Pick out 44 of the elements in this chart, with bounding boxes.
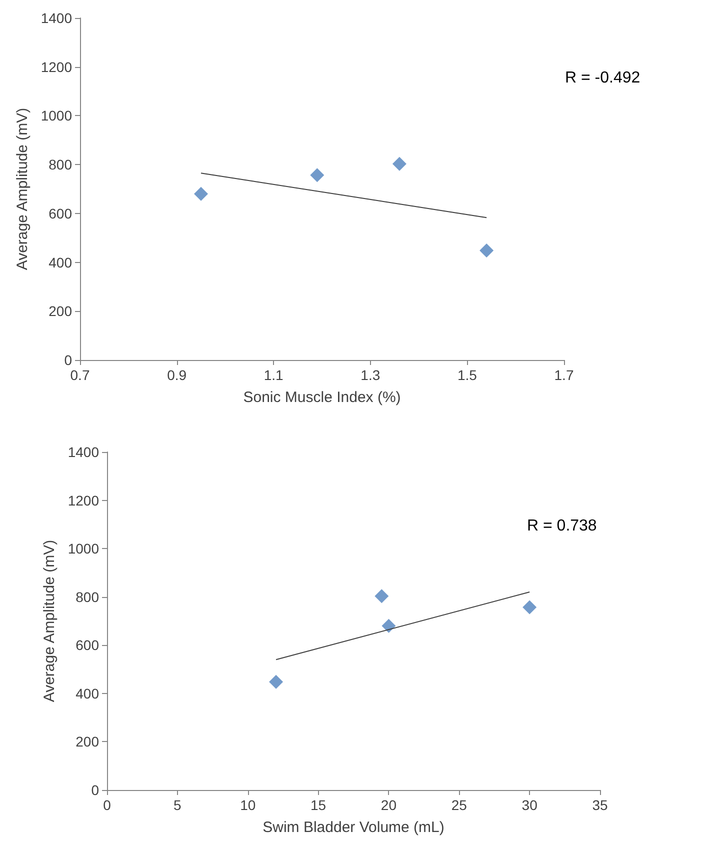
x-tick-label: 0.9 (167, 367, 187, 383)
y-tick-label: 1200 (68, 492, 100, 508)
y-tick-label: 1000 (68, 540, 100, 557)
y-tick-label: 600 (48, 205, 72, 222)
x-tick-label: 5 (174, 797, 182, 813)
x-tick-label: 35 (592, 797, 608, 813)
x-tick-label: 0 (103, 797, 112, 813)
x-tick-label: 20 (380, 797, 397, 813)
point (382, 618, 396, 633)
x-tick-label: 25 (451, 797, 468, 813)
x-tick-label: 10 (240, 797, 256, 813)
x-axis-title: Swim Bladder Volume (mL) (262, 819, 444, 836)
y-tick-label: 200 (48, 303, 72, 320)
y-tick-label: 1000 (40, 108, 72, 124)
point (374, 589, 389, 604)
text: R = -0.492 (565, 70, 640, 86)
y-tick-label: 0 (64, 352, 72, 368)
y-tick-label: 200 (76, 734, 100, 750)
point (310, 168, 324, 182)
x-tick-label: 1.1 (264, 367, 284, 383)
x-tick-label: 30 (522, 797, 538, 813)
y-tick-label: 0 (91, 782, 100, 798)
annotation: R = 0.738 (527, 518, 597, 534)
x-tick-label: 15 (310, 797, 326, 813)
y-tick-label: 1400 (68, 444, 100, 460)
y-tick-label: 400 (76, 685, 100, 702)
x-tick-label: 1.5 (457, 367, 478, 383)
y-tick-label: 1400 (40, 10, 72, 26)
x-tick-label: 1.7 (554, 367, 574, 383)
y-tick-label: 400 (48, 254, 72, 270)
x-tick-label: 1.3 (360, 367, 380, 383)
point (522, 600, 537, 614)
y-tick-label: 800 (76, 588, 100, 605)
point (194, 186, 208, 201)
y-tick-label: 1200 (40, 58, 72, 75)
y-tick-label: 600 (76, 637, 100, 654)
y-tick-label: 800 (48, 156, 72, 173)
point (269, 674, 284, 689)
x-axis-title: Sonic Muscle Index (%) (243, 389, 401, 406)
y-axis-title: Average Amplitude (mV) (14, 108, 31, 270)
point (392, 156, 406, 171)
y-axis-title: Average Amplitude (mV) (40, 540, 58, 702)
x-tick-label: 0.7 (70, 367, 90, 383)
point (480, 244, 494, 258)
